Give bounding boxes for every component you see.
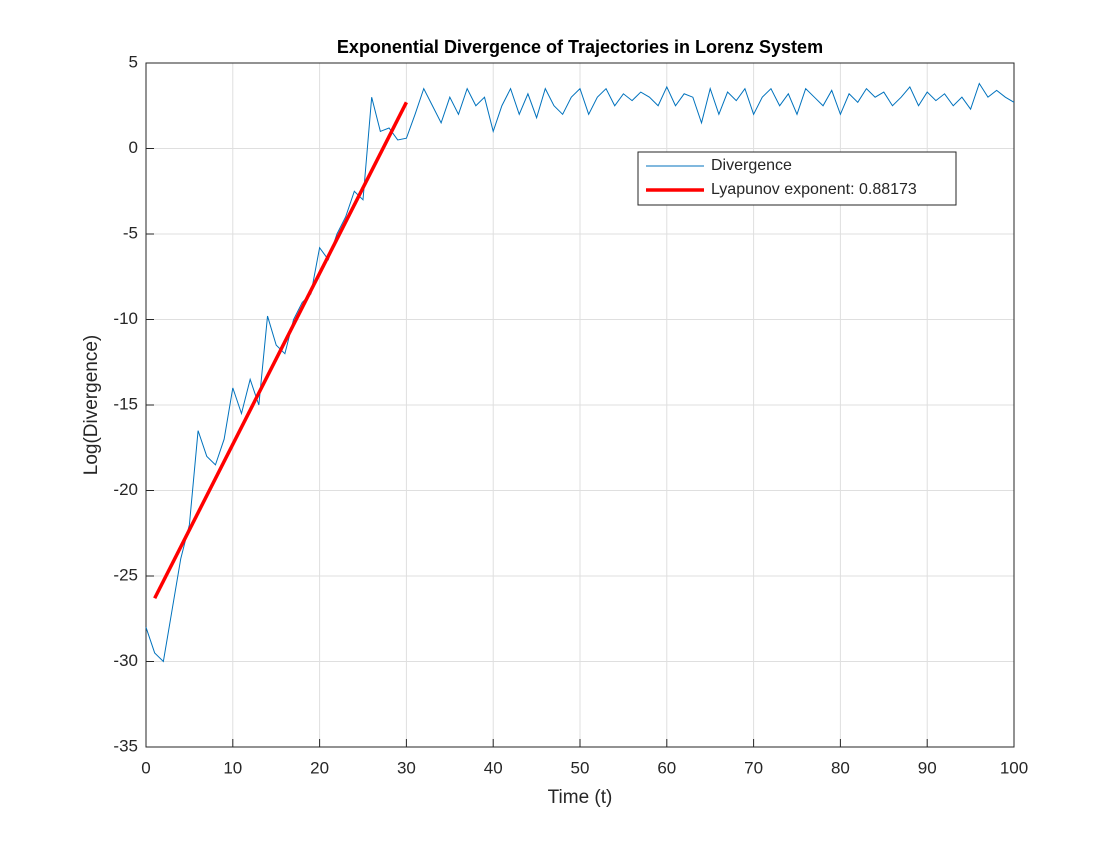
series-line bbox=[153, 101, 408, 600]
y-tick-label: -35 bbox=[113, 736, 138, 755]
y-axis-label: Log(Divergence) bbox=[81, 335, 102, 475]
y-tick-label: -20 bbox=[113, 480, 138, 499]
legend-label: Lyapunov exponent: 0.88173 bbox=[711, 181, 917, 198]
x-tick-label: 30 bbox=[397, 758, 416, 777]
y-tick-label: -30 bbox=[113, 651, 138, 670]
x-tick-label: 0 bbox=[141, 758, 150, 777]
x-tick-label: 90 bbox=[918, 758, 937, 777]
chart-title: Exponential Divergence of Trajectories i… bbox=[337, 37, 823, 57]
y-tick-label: 5 bbox=[129, 52, 138, 71]
y-tick-label: 0 bbox=[129, 138, 138, 157]
x-tick-label: 40 bbox=[484, 758, 503, 777]
plot-frame bbox=[145, 62, 1015, 748]
x-tick-label: 10 bbox=[223, 758, 242, 777]
x-tick-label: 70 bbox=[744, 758, 763, 777]
x-tick-label: 60 bbox=[657, 758, 676, 777]
x-axis-label: Time (t) bbox=[548, 787, 613, 808]
y-tick-label: -5 bbox=[123, 223, 138, 242]
x-tick-label: 100 bbox=[1000, 758, 1028, 777]
y-tick-label: -15 bbox=[113, 394, 138, 413]
y-tick-label: -25 bbox=[113, 565, 138, 584]
x-tick-label: 20 bbox=[310, 758, 329, 777]
y-tick-label: -10 bbox=[113, 309, 138, 328]
legend-box bbox=[637, 151, 957, 206]
x-tick-label: 80 bbox=[831, 758, 850, 777]
legend-label: Divergence bbox=[711, 157, 792, 174]
x-tick-label: 50 bbox=[571, 758, 590, 777]
